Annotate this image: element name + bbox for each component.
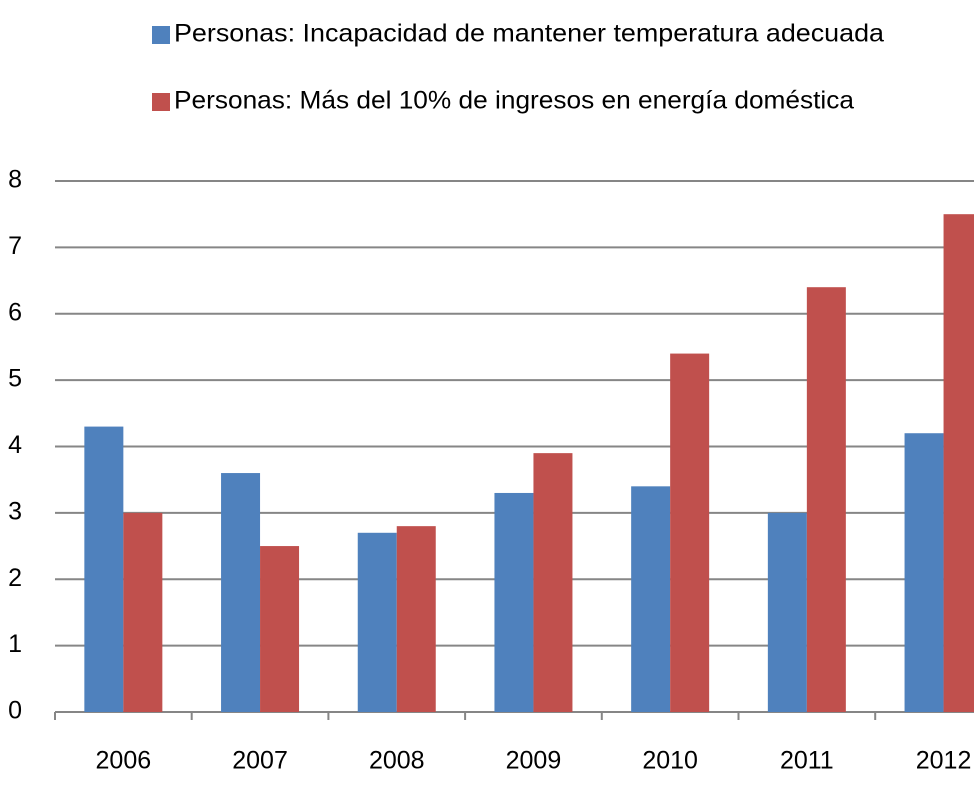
- x-tick-label: 2008: [369, 747, 425, 775]
- bar: [767, 512, 807, 712]
- x-tick-label: 2012: [916, 747, 972, 775]
- legend-swatch: [152, 26, 170, 44]
- bar: [533, 453, 573, 712]
- x-tick-label: 2009: [506, 747, 562, 775]
- legend-label: Personas: Más del 10% de ingresos en ene…: [174, 87, 854, 115]
- x-tick-label: 2006: [96, 747, 152, 775]
- y-tick-label: 4: [8, 431, 22, 459]
- y-tick-label: 8: [8, 166, 22, 194]
- x-tick-label: 2007: [232, 747, 288, 775]
- y-tick-label: 7: [8, 232, 22, 260]
- y-tick-label: 1: [8, 630, 22, 658]
- legend-label: Personas: Incapacidad de mantener temper…: [174, 20, 884, 48]
- y-tick-label: 3: [8, 497, 22, 525]
- bar: [84, 426, 124, 712]
- x-tick-label: 2010: [642, 747, 698, 775]
- bar: [904, 433, 944, 712]
- bar: [494, 492, 534, 712]
- bar: [260, 546, 300, 712]
- bar: [123, 512, 163, 712]
- x-tick-label: 2011: [780, 747, 834, 775]
- legend-swatch: [152, 93, 170, 111]
- y-tick-label: 6: [8, 298, 22, 326]
- bar: [221, 473, 261, 712]
- bar: [943, 214, 974, 712]
- y-tick-label: 2: [8, 564, 22, 592]
- y-tick-label: 5: [8, 365, 22, 393]
- y-tick-label: 0: [8, 697, 22, 725]
- bar: [806, 287, 846, 712]
- bar: [631, 486, 671, 712]
- bar: [357, 532, 397, 712]
- bar: [670, 353, 710, 712]
- bar: [396, 526, 436, 712]
